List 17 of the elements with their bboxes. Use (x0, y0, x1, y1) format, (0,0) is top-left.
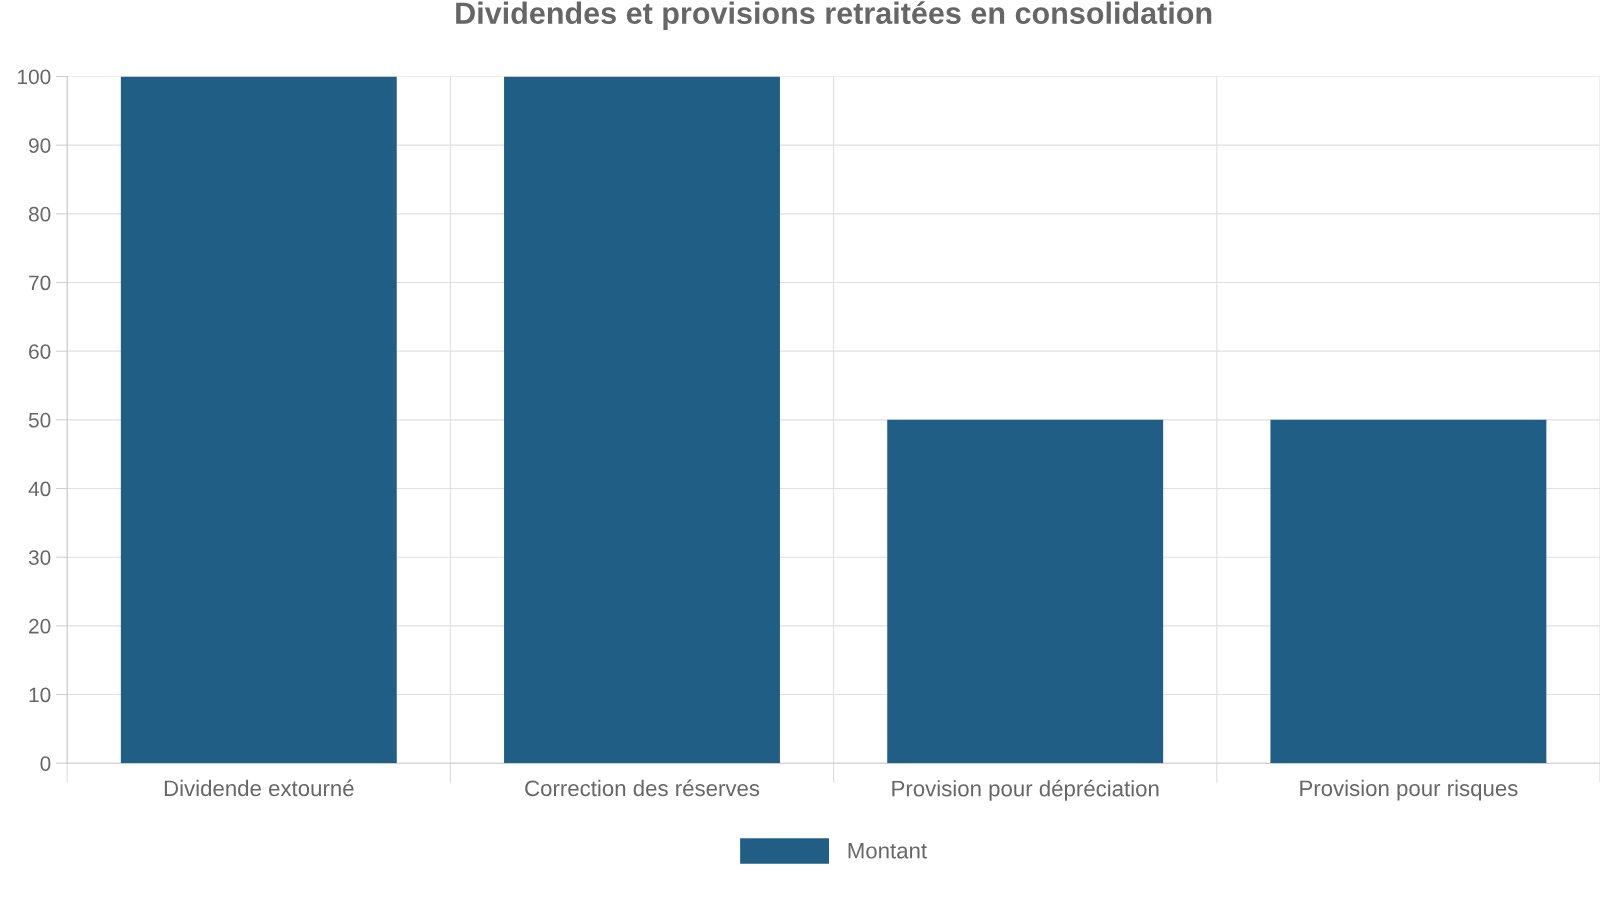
y-tick-label: 0 (40, 756, 51, 771)
y-tick-label: 100 (18, 69, 51, 85)
y-tick-label: 40 (28, 481, 51, 497)
x-tick-label: Correction des réserves (525, 779, 760, 797)
y-tick-label: 10 (29, 687, 51, 703)
legend-label: Montant (848, 843, 927, 859)
y-tick-label: 90 (29, 138, 51, 153)
y-tick-label: 70 (29, 275, 51, 291)
y-tick-label: 20 (29, 618, 51, 634)
x-tick-label: Provision pour risques (1300, 779, 1518, 801)
y-tick-label: 30 (28, 550, 51, 565)
y-tick-label: 60 (29, 344, 51, 359)
x-tick-label: Dividende extourné (164, 779, 354, 797)
chart-title: Dividendes et provisions retraitées en consolidation (456, 1, 1212, 31)
y-tick-label: 80 (28, 206, 51, 222)
x-tick-label: Provision pour dépréciation (892, 779, 1159, 801)
y-tick-label: 50 (28, 412, 51, 428)
